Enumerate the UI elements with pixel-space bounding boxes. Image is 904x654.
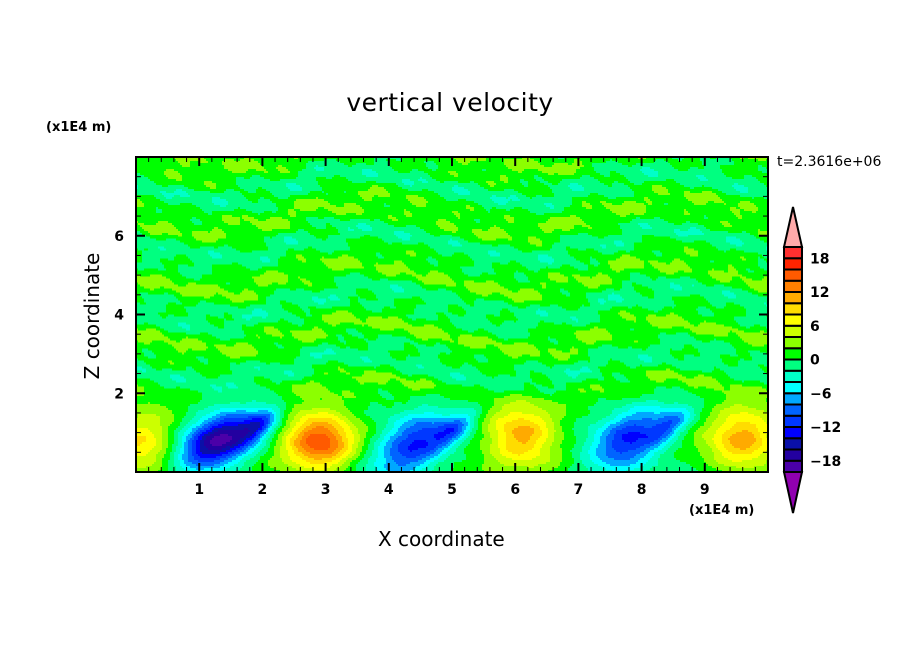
x-tick-label: 9 [700, 482, 710, 498]
plot-frame [135, 156, 769, 473]
colorbar-box [783, 268, 803, 282]
x-axis-unit: (x1E4 m) [689, 503, 755, 518]
x-tick-label: 1 [194, 482, 204, 498]
colorbar-box [783, 291, 803, 305]
colorbar-box [783, 302, 803, 316]
colorbar-box [783, 324, 803, 338]
x-tick-label: 4 [384, 482, 394, 498]
x-tick-label: 8 [637, 482, 647, 498]
colorbar-box [783, 336, 803, 350]
x-tick-label: 7 [574, 482, 584, 498]
colorbar-box [783, 369, 803, 383]
contour-field [136, 157, 768, 472]
colorbar-box [783, 426, 803, 440]
colorbar-box [783, 448, 803, 462]
colorbar-box [783, 257, 803, 271]
colorbar-box [783, 414, 803, 428]
colorbar-under-triangle [782, 471, 804, 514]
y-axis-unit: (x1E4 m) [46, 120, 112, 135]
colorbar-box [783, 347, 803, 361]
chart-title: vertical velocity [346, 88, 554, 117]
colorbar-tick-label: −12 [810, 420, 841, 436]
time-label: t=2.3616e+06 [777, 154, 882, 170]
y-tick-label: 6 [114, 229, 124, 245]
colorbar-box [783, 459, 803, 473]
colorbar-over-triangle [782, 206, 804, 248]
colorbar-box [783, 381, 803, 395]
colorbar-tick-label: −6 [810, 386, 831, 402]
colorbar-box [783, 279, 803, 293]
colorbar-tick-label: −18 [810, 454, 841, 470]
colorbar-box [783, 358, 803, 372]
x-tick-label: 2 [258, 482, 268, 498]
colorbar-box [783, 437, 803, 451]
colorbar-tick-label: 0 [810, 353, 820, 369]
colorbar-tick-label: 6 [810, 319, 820, 335]
y-axis-label: Z coordinate [80, 252, 104, 380]
x-tick-label: 3 [321, 482, 331, 498]
x-tick-label: 5 [447, 482, 457, 498]
colorbar-box [783, 246, 803, 260]
colorbar-tick-label: 12 [810, 285, 829, 301]
colorbar-tick-label: 18 [810, 251, 829, 267]
x-axis-label: X coordinate [378, 527, 505, 551]
x-tick-label: 6 [510, 482, 520, 498]
y-tick-label: 2 [114, 386, 124, 402]
colorbar-box [783, 313, 803, 327]
colorbar-box [783, 392, 803, 406]
y-tick-label: 4 [114, 308, 124, 324]
colorbar-box [783, 403, 803, 417]
